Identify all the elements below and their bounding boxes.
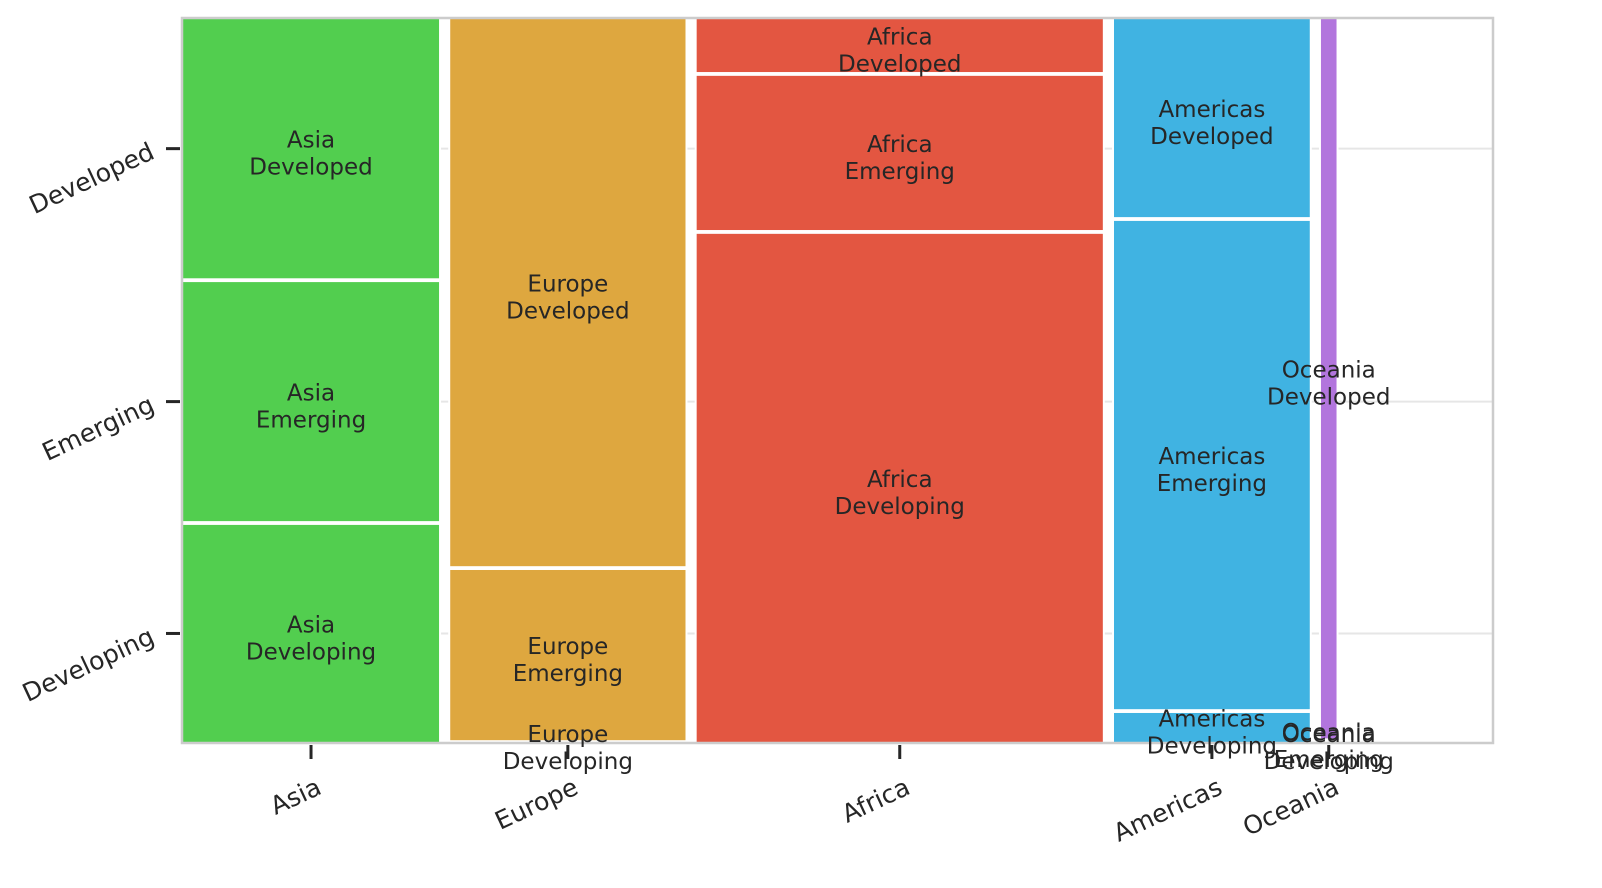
tile-label-asia-emerging: Asia Emerging xyxy=(256,381,366,434)
tile-label-africa-developing: Africa Developing xyxy=(835,467,965,520)
tile-label-europe-emerging: Europe Emerging xyxy=(513,634,623,687)
ytick-label-developing: Developing xyxy=(18,622,159,708)
tile-label-oceania-emerging: Oceania Emerging xyxy=(1274,720,1384,773)
tile-label-americas-developed: Americas Developed xyxy=(1150,97,1273,150)
tile-label-europe-developed: Europe Developed xyxy=(506,272,629,325)
ytick-label-emerging: Emerging xyxy=(38,390,159,467)
tile-europe-developed xyxy=(448,17,688,569)
xtick-label-oceania: Oceania xyxy=(1238,772,1343,841)
tile-asia-developing xyxy=(181,522,442,744)
tile-label-africa-developed: Africa Developed xyxy=(838,25,961,78)
tile-label-europe-developing: Europe Developing xyxy=(503,722,633,775)
plot-frame xyxy=(180,16,1495,745)
tile-americas-emerging xyxy=(1112,218,1312,712)
tile-africa-emerging xyxy=(694,73,1105,233)
xtick-label-africa: Africa xyxy=(837,772,914,828)
ytick-label-developed: Developed xyxy=(25,137,159,220)
tile-africa-developing xyxy=(694,231,1105,744)
tile-label-americas-emerging: Americas Emerging xyxy=(1157,444,1267,497)
tile-asia-emerging xyxy=(181,280,442,524)
tile-americas-developed xyxy=(1112,17,1312,220)
tile-label-africa-emerging: Africa Emerging xyxy=(845,132,955,185)
tile-label-americas-developing: Americas Developing xyxy=(1147,706,1277,759)
xtick-label-europe: Europe xyxy=(490,772,582,835)
mosaic-tiles xyxy=(181,17,1339,745)
tile-europe-emerging xyxy=(448,567,688,743)
tile-label-asia-developing: Asia Developing xyxy=(246,612,376,665)
tile-label-oceania-developing: Oceania Developing xyxy=(1264,722,1394,775)
xtick-label-americas: Americas xyxy=(1109,772,1227,847)
xtick-label-asia: Asia xyxy=(266,772,326,820)
tile-labels: Asia Developed Asia Emerging Asia Developing E… xyxy=(246,25,1394,775)
tile-label-oceania-developed: Oceania Developed xyxy=(1267,358,1390,411)
tile-label-asia-developed: Asia Developed xyxy=(249,128,372,181)
